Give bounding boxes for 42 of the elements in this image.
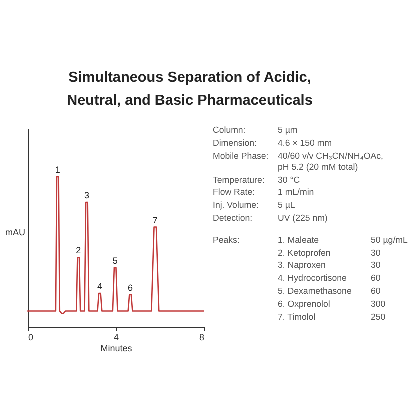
text: 60	[371, 273, 382, 284]
text: 5 µm	[278, 125, 299, 136]
text: 7. Timolol	[278, 312, 317, 323]
text: 4.6 × 150 mm	[278, 138, 334, 149]
text: 1 mL/min	[278, 187, 316, 199]
annotation: 5	[112, 256, 118, 266]
text: 4. Hydrocortisone	[278, 273, 348, 284]
text: 2. Ketoprofen	[278, 248, 332, 259]
x-tick-label: 0	[28, 332, 34, 342]
chart-title: Simultaneous Separation of Acidic, Neutral, and Basic Pharmaceuticals	[66, 69, 314, 111]
text: Temperature:	[213, 174, 266, 186]
text: 250	[371, 312, 387, 323]
y-axis-title: mAU	[6, 227, 26, 238]
text: 50 µg/mL	[371, 234, 409, 246]
text: 1. Maleate	[278, 234, 320, 246]
annotation: 1	[55, 165, 60, 175]
text: 300	[371, 298, 387, 310]
annotation: 7	[152, 215, 158, 226]
text: Inj. Volume:	[213, 200, 260, 212]
text: 3. Naproxen	[278, 260, 327, 272]
x-axis-title: Minutes	[100, 344, 133, 354]
annotation: 2	[76, 246, 82, 256]
text: Peaks:	[213, 234, 241, 246]
text: 5. Dexamethasone	[278, 286, 353, 298]
text: Mobile Phase:	[213, 150, 270, 163]
text: 6. Oxprenolol	[278, 298, 332, 310]
text: 30	[371, 260, 382, 272]
text: 5 µL	[278, 200, 296, 212]
x-tick-label: 8	[199, 332, 204, 342]
x-tick-label: 4	[114, 332, 120, 342]
text: Dimension:	[213, 138, 258, 149]
text: Flow Rate:	[213, 187, 256, 199]
annotation: 3	[84, 190, 90, 200]
text: UV (225 nm)	[278, 212, 329, 224]
text: Column:	[213, 125, 247, 136]
annotation: 6	[128, 282, 134, 293]
text: 30 °C	[278, 174, 302, 186]
text: 40/60 v/v CH₃CN/NH₄OAc, pH 5.2 (20 mM total)	[278, 150, 384, 173]
text: 60	[371, 286, 382, 298]
annotation: 4	[97, 282, 102, 292]
text: Detection:	[213, 212, 254, 224]
text: 30	[371, 248, 382, 259]
